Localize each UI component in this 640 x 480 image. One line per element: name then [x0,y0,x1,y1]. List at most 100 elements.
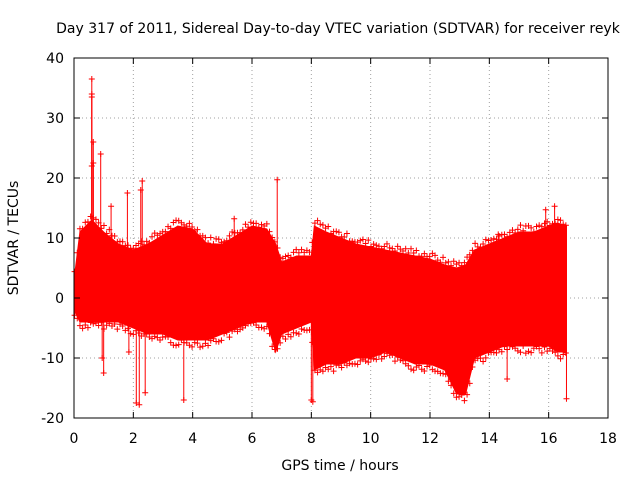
data-point [557,355,564,362]
data-point [538,349,545,356]
data-point [82,219,89,226]
outlier-point [495,231,502,238]
data-point [239,226,246,233]
data-point [274,345,281,352]
outlier-point [97,151,104,157]
data-point [309,339,316,346]
data-point [520,227,527,234]
data-point [509,343,516,350]
data-point [442,259,449,266]
data-point [357,237,364,244]
data-point [362,240,369,247]
data-point [282,335,289,342]
data-point [221,330,228,337]
data-point [218,337,225,344]
data-point [269,234,276,241]
data-point [541,344,548,351]
data-point [512,345,519,352]
data-point [450,258,457,265]
data-point [84,324,91,331]
data-point [277,254,284,261]
outlier-point [99,355,106,361]
data-point [562,222,569,229]
data-point [223,329,230,336]
y-tick-label: 10 [46,231,64,247]
data-point [488,236,495,243]
data-point [373,242,380,249]
data-point [413,247,420,254]
data-point [191,339,198,346]
data-point [402,245,409,252]
data-point [205,342,212,349]
data-point [480,241,487,248]
data-point [514,226,521,233]
data-point [293,330,300,337]
data-point [349,238,356,245]
data-point [514,347,521,354]
data-point [76,322,83,329]
data-point [325,223,332,230]
outlier-point [542,206,549,213]
data-point [167,225,174,232]
y-tick-label: 20 [46,171,64,187]
data-point [124,325,131,332]
data-point [207,234,214,241]
x-axis-label: GPS time / hours [281,458,398,474]
outlier-point [124,190,131,196]
data-point [517,349,524,356]
y-tick-label: 40 [46,51,64,67]
data-point [477,355,484,362]
data-point [528,224,535,231]
outlier-point [504,376,511,382]
data-point [544,348,551,355]
data-point [530,228,537,235]
y-tick-label: -10 [41,351,64,367]
data-point [162,228,169,235]
outlier-point [125,349,132,355]
data-point [386,244,393,251]
data-point [189,343,196,350]
data-point [370,355,377,362]
data-point [536,345,543,352]
data-point [426,362,433,369]
outlier-point [88,94,95,100]
data-point [223,237,230,244]
data-point [391,248,398,255]
outlier-point [88,163,95,169]
data-point [271,346,278,353]
data-point [226,334,233,341]
data-point [375,351,382,358]
data-point [338,364,345,371]
data-point [181,221,188,228]
data-point [557,217,564,224]
data-point [394,243,401,250]
data-point [343,230,350,237]
data-point [226,232,233,239]
data-point [189,223,196,230]
data-point [504,233,511,240]
data-point [416,362,423,369]
outlier-point [274,176,281,183]
data-series-sdtvar [71,76,570,408]
data-point [167,339,174,346]
outlier-point [551,203,558,210]
data-point [549,347,556,354]
data-point [528,349,535,356]
data-point [501,343,508,350]
data-point [552,220,559,227]
data-point [341,234,348,241]
data-point [517,222,524,229]
data-point [554,352,561,359]
axis-ticks: 0 2 4 6 8 10 12 14 16 18 40 30 20 10 0 -10 -20 [41,51,617,447]
outlier-point [139,178,146,184]
data-point [391,358,398,365]
data-point [309,239,316,246]
data-point [405,249,412,256]
data-point [458,392,465,399]
data-point [389,351,396,358]
data-point [533,223,540,230]
x-tick-label: 0 [70,431,79,447]
data-point [327,363,334,370]
data-point [303,327,310,334]
data-point [205,240,212,247]
